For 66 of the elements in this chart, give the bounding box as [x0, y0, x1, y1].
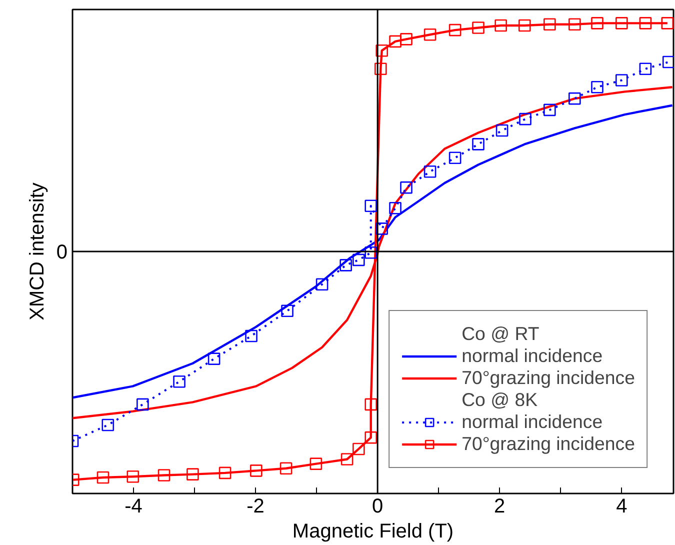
point [543, 104, 556, 116]
point [364, 200, 378, 212]
point [472, 138, 484, 150]
point [340, 259, 352, 272]
point [568, 92, 581, 105]
point [250, 464, 262, 477]
point [519, 112, 532, 126]
point [352, 254, 365, 266]
point [661, 17, 674, 30]
point [316, 278, 328, 291]
point [376, 44, 388, 57]
point [591, 17, 604, 30]
legend-label: normal incidence [462, 411, 603, 433]
point [352, 442, 365, 456]
point [448, 152, 462, 164]
point [615, 17, 628, 30]
ref-line-label: 0 [56, 242, 68, 264]
point [639, 17, 652, 30]
x-axis-title: Magnetic Field (T) [292, 520, 454, 542]
point [615, 74, 628, 86]
point [186, 468, 199, 480]
legend-label: 70°grazing incidence [462, 433, 635, 455]
point [280, 462, 292, 475]
x-tick-label: 2 [494, 496, 506, 518]
point [424, 28, 436, 41]
legend-label: 70°grazing incidence [462, 367, 635, 389]
point [281, 304, 294, 318]
point [102, 418, 114, 432]
point [389, 202, 402, 214]
point [376, 222, 388, 235]
point [568, 18, 581, 30]
point [310, 458, 322, 470]
point [518, 19, 531, 32]
point [639, 62, 652, 76]
point [389, 35, 402, 48]
point [496, 124, 508, 137]
point [136, 398, 149, 411]
point [374, 62, 387, 76]
x-tick-label: -2 [246, 496, 264, 518]
point [158, 469, 170, 482]
point [448, 24, 462, 36]
point [591, 80, 604, 94]
point [472, 22, 484, 34]
point [364, 246, 378, 259]
point [364, 398, 378, 411]
point [173, 375, 186, 388]
point [424, 165, 436, 178]
point [364, 431, 378, 444]
point [340, 453, 354, 466]
annotation: Co @ RT [462, 323, 540, 345]
point [218, 466, 232, 480]
annotation: Co @ 8K [462, 389, 538, 411]
y-axis-title: XMCD intensity [26, 182, 48, 320]
point [543, 18, 556, 30]
point [662, 56, 674, 68]
x-tick-label: 4 [616, 496, 628, 518]
point [400, 181, 412, 194]
point [208, 352, 220, 365]
point [96, 471, 110, 484]
x-tick-label: -4 [124, 496, 142, 518]
legend-label: normal incidence [462, 345, 603, 367]
point [245, 330, 258, 342]
point [494, 19, 507, 32]
point [400, 33, 412, 46]
point [126, 470, 140, 483]
x-tick-label: 0 [372, 496, 384, 518]
